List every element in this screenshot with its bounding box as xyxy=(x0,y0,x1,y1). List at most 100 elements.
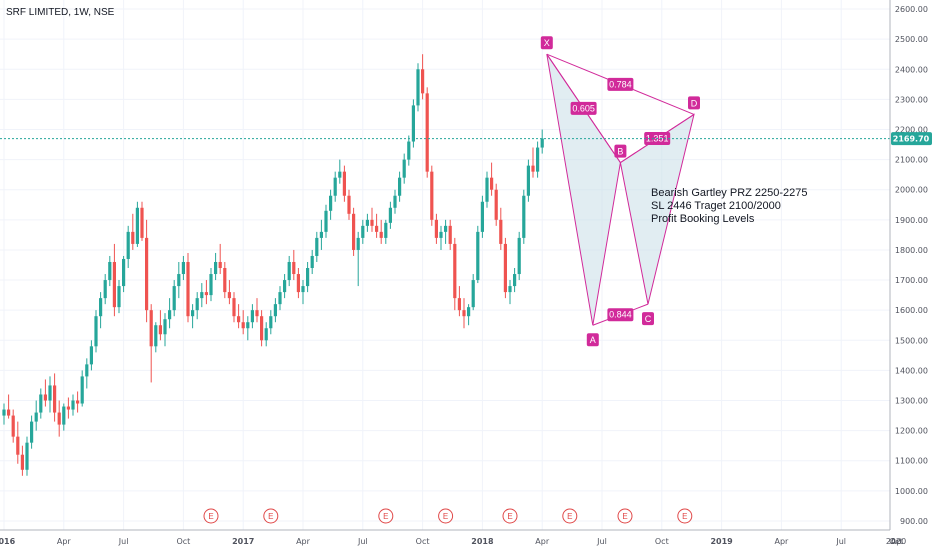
candle xyxy=(430,165,434,226)
candle xyxy=(131,213,135,250)
y-tick-label: 2600.00 xyxy=(895,5,928,14)
y-tick-label: 1800.00 xyxy=(895,246,928,255)
candle-body xyxy=(112,261,116,308)
candle xyxy=(177,261,181,299)
x-tick-label: Oct xyxy=(416,537,430,546)
candle-body xyxy=(384,222,388,238)
candle xyxy=(467,304,471,326)
candle-body xyxy=(522,195,526,238)
x-tick-label: Jul xyxy=(118,537,129,546)
candle-body xyxy=(342,171,346,196)
candle-body xyxy=(352,213,356,250)
candle-body xyxy=(2,409,6,416)
candle-body xyxy=(499,219,503,244)
chart-title: SRF LIMITED, 1W, NSE xyxy=(6,7,115,18)
pattern-point-label: B xyxy=(617,147,623,157)
candle xyxy=(30,415,34,449)
candle-body xyxy=(448,225,452,244)
y-tick-label: 1300.00 xyxy=(895,397,928,406)
earnings-circle xyxy=(677,508,693,524)
candle-body xyxy=(425,93,429,172)
y-tick-label: 1500.00 xyxy=(895,336,928,345)
candle xyxy=(490,162,494,196)
earnings-circle xyxy=(617,508,633,524)
candle xyxy=(204,280,208,305)
y-tick-label: 1000.00 xyxy=(895,487,928,496)
candle-body xyxy=(292,261,296,275)
candle-body xyxy=(214,261,218,275)
candle-body xyxy=(117,286,121,308)
candle-body xyxy=(421,69,425,94)
pattern-point-label: A xyxy=(590,335,596,345)
last-price-tag-label: 2169.70 xyxy=(893,135,930,144)
candle-body xyxy=(53,385,57,413)
candle xyxy=(448,219,452,250)
candle-body xyxy=(168,310,172,320)
candle-body xyxy=(471,280,475,308)
earnings-label: E xyxy=(567,512,572,521)
candle-body xyxy=(329,195,333,211)
candle-body xyxy=(490,177,494,190)
candle xyxy=(214,252,218,281)
candle xyxy=(103,274,107,305)
candle xyxy=(11,409,15,443)
candle xyxy=(39,388,43,419)
candle xyxy=(89,340,93,371)
candle-body xyxy=(57,412,61,425)
candle-body xyxy=(39,394,43,413)
x-tick-label: Jul xyxy=(835,537,846,546)
candle xyxy=(85,358,89,389)
candle xyxy=(241,310,245,335)
x-tick-label: 2016 xyxy=(0,537,16,546)
candle xyxy=(76,391,80,413)
candle xyxy=(457,286,461,317)
candle xyxy=(513,268,517,293)
candle xyxy=(57,400,61,437)
y-tick-label: 1100.00 xyxy=(895,457,928,466)
candle xyxy=(16,421,20,464)
ratio-label: 0.605 xyxy=(570,101,597,115)
last-price-tag xyxy=(891,132,932,146)
candle xyxy=(416,63,420,112)
candle-body xyxy=(269,316,273,329)
candle-body xyxy=(310,255,314,269)
candle-body xyxy=(218,261,222,269)
candle xyxy=(439,225,443,250)
candle-body xyxy=(30,421,34,443)
ratio-label-box xyxy=(570,101,597,115)
x-tick-label: 2020 xyxy=(886,537,906,546)
candle-body xyxy=(145,237,149,311)
earnings-label: E xyxy=(268,512,273,521)
candle-body xyxy=(494,189,498,220)
pattern-point-label: D xyxy=(691,98,698,108)
candle-body xyxy=(508,286,512,293)
candle-body xyxy=(517,237,521,275)
candle-body xyxy=(503,243,507,293)
candle xyxy=(480,195,484,238)
candle xyxy=(140,201,144,241)
candle xyxy=(296,268,300,299)
candle-body xyxy=(66,406,70,410)
candle-body xyxy=(531,165,535,172)
candle-body xyxy=(172,286,176,311)
pattern-point-label: X xyxy=(544,38,550,48)
candle xyxy=(200,283,204,308)
candle-body xyxy=(306,268,310,287)
candle-body xyxy=(347,195,351,214)
candle xyxy=(237,304,241,329)
candle xyxy=(407,135,411,166)
candle xyxy=(71,394,75,416)
candle xyxy=(292,249,296,281)
candle-body xyxy=(393,195,397,208)
candle-body xyxy=(476,231,480,281)
candle-body xyxy=(273,304,277,317)
candle xyxy=(540,129,544,154)
candle-body xyxy=(375,225,379,232)
candle xyxy=(209,268,213,302)
y-tick-label: 2500.00 xyxy=(895,35,928,44)
candle-body xyxy=(241,322,245,329)
candle xyxy=(531,147,535,178)
candle-body xyxy=(439,231,443,238)
